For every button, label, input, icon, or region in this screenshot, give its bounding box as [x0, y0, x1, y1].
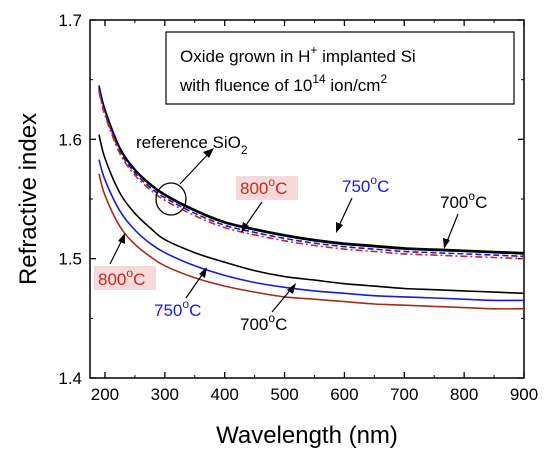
x-tick-label: 900 — [510, 385, 538, 404]
x-tick-label: 700 — [390, 385, 418, 404]
label-800-lower-bg — [94, 266, 156, 290]
label-700-upper-arrowhead — [443, 238, 450, 249]
label-800-lower: 800oC — [94, 233, 156, 290]
legend-box: Oxide grown in H+ implanted Si with flue… — [165, 31, 515, 105]
label-800-upper-bg — [236, 176, 298, 200]
label-700-lower: 700oC — [240, 283, 296, 334]
label-700-upper-text: 700oC — [440, 189, 487, 212]
series-line-u800 — [98, 91, 525, 260]
label-700-upper: 700oC — [440, 189, 487, 249]
reference-label-text: reference SiO — [136, 133, 241, 152]
series-line-l700 — [98, 134, 525, 295]
y-axis-title: Refractive index — [15, 113, 42, 285]
label-750-upper: 750oC — [336, 173, 389, 233]
label-750-upper-text: 750oC — [342, 173, 389, 196]
legend-line-2-sup: 14 — [312, 72, 326, 86]
x-tick-label: 300 — [151, 385, 179, 404]
x-tick-label: 800 — [450, 385, 478, 404]
x-axis-title: Wavelength (nm) — [216, 422, 398, 449]
series-line-ref — [98, 85, 525, 254]
reference-arrowhead — [203, 148, 214, 158]
axis-ticks — [90, 19, 525, 379]
label-750-lower-arrowhead — [199, 267, 207, 278]
y-tick-label: 1.5 — [58, 250, 82, 269]
series-line-l800 — [98, 173, 525, 310]
label-800-upper-arrowhead — [241, 222, 249, 233]
label-800-lower-pointer — [109, 237, 124, 265]
x-tick-label: 600 — [330, 385, 358, 404]
legend-line-1-sup: + — [310, 43, 317, 57]
label-750-lower-pointer — [185, 271, 205, 299]
legend-line-2-tail: ion/cm — [326, 76, 381, 95]
label-800-upper-text: 800oC — [240, 175, 287, 198]
label-750-upper-pointer — [337, 197, 353, 229]
label-800-lower-arrowhead — [118, 233, 125, 244]
y-tick-label: 1.6 — [58, 130, 82, 149]
legend-line-1-tail: implanted Si — [317, 47, 415, 66]
label-800-lower-text: 800oC — [98, 266, 145, 289]
legend-frame — [165, 31, 515, 105]
series-lines — [98, 85, 525, 310]
label-750-lower-text: 750oC — [154, 297, 201, 320]
y-tick-label: 1.4 — [58, 369, 82, 388]
x-tick-label: 200 — [91, 385, 119, 404]
label-750-lower: 750oC — [154, 267, 207, 320]
label-700-upper-pointer — [445, 213, 459, 245]
label-700-lower-arrowhead — [287, 283, 296, 294]
legend-line-2-sup2: 2 — [380, 72, 387, 86]
label-700-lower-text: 700oC — [240, 311, 287, 334]
reference-label: reference SiO2 — [136, 133, 248, 157]
reference-arrow — [179, 151, 211, 185]
axis-tick-labels: 200 300 400 500 600 700 800 900 1.4 1.5 1.6 1.7 — [58, 11, 538, 404]
series-line-u700 — [98, 86, 525, 255]
legend-line-1: Oxide grown in H+ implanted Si — [180, 43, 416, 66]
legend-line-2-text: with fluence of 10 — [179, 76, 312, 95]
series-line-u750 — [98, 89, 525, 258]
label-700-lower-pointer — [271, 287, 293, 313]
x-tick-label: 500 — [270, 385, 298, 404]
x-tick-label: 400 — [211, 385, 239, 404]
legend-line-2: with fluence of 1014 ion/cm2 — [179, 72, 387, 95]
label-750-upper-arrowhead — [336, 222, 343, 233]
series-line-l750 — [98, 159, 525, 302]
reference-ellipse — [155, 182, 187, 216]
label-800-upper-pointer — [243, 201, 263, 229]
reference-annotation: reference SiO2 — [136, 133, 248, 216]
reference-label-sub: 2 — [241, 143, 248, 157]
y-tick-label: 1.7 — [58, 11, 82, 30]
legend-line-1-text: Oxide grown in H — [180, 47, 310, 66]
label-800-upper: 800oC — [236, 175, 298, 233]
